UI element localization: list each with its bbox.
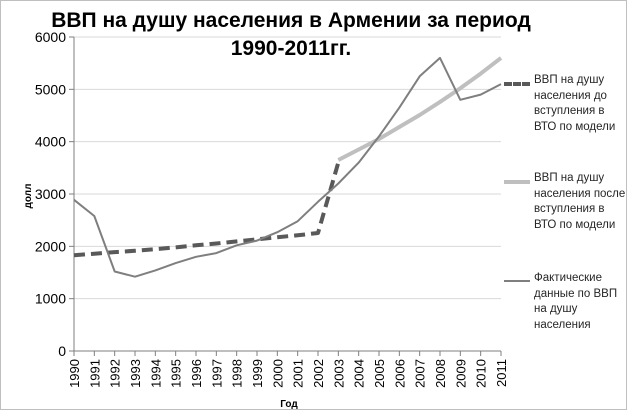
- x-axis-label: Год: [280, 399, 298, 409]
- y-tick-label: 3000: [35, 186, 66, 202]
- legend-label: ВВП на душу населения после вступления в…: [534, 172, 626, 231]
- x-tick-label: 2005: [372, 359, 387, 388]
- x-tick-label: 1994: [148, 359, 163, 388]
- x-tick-label: 1991: [87, 359, 102, 388]
- legend-swatch-dashed: [504, 82, 530, 86]
- legend-label: Фактические данные по ВВП на душу населе…: [534, 272, 618, 331]
- y-axis-label: долл: [23, 184, 34, 209]
- legend-swatch-solid: [504, 280, 530, 282]
- series-layer: [73, 56, 503, 278]
- x-tick-label: 2001: [291, 359, 306, 388]
- y-tick-label: 5000: [35, 81, 66, 97]
- series-line-actual: [73, 56, 502, 278]
- grid-layer: [74, 36, 501, 352]
- x-tick-label: 1996: [189, 359, 204, 388]
- y-tick-label: 0: [58, 343, 66, 359]
- x-tick-label: 1998: [230, 359, 245, 388]
- x-tick-label: 2006: [392, 359, 407, 388]
- x-tick-label: 2011: [494, 359, 509, 387]
- x-tick-label: 2002: [311, 359, 326, 388]
- y-tick-label: 2000: [35, 238, 66, 254]
- x-tick-label: 2010: [474, 359, 489, 388]
- series-line-after-wto: [337, 56, 503, 162]
- x-tick-label: 1995: [169, 359, 184, 388]
- x-tick-label: 2007: [413, 359, 428, 388]
- x-tick-label: 1997: [209, 359, 224, 388]
- y-tick-label: 6000: [35, 29, 66, 45]
- x-tick-label: 1990: [67, 359, 82, 388]
- x-tick-label: 2003: [331, 359, 346, 388]
- x-tick-label: 2008: [433, 359, 448, 388]
- x-tick-label: 2004: [352, 359, 367, 388]
- x-tick-label: 1999: [250, 359, 265, 388]
- legend-swatch-thick: [504, 180, 530, 184]
- x-tick-label: 1992: [108, 359, 123, 388]
- chart-title: ВВП на душу населения в Армении за перио…: [51, 9, 531, 60]
- y-tick-label: 4000: [35, 134, 66, 150]
- x-tick-label: 2000: [270, 359, 285, 388]
- y-tick-label: 1000: [35, 291, 66, 307]
- x-tick-label: 1993: [128, 359, 143, 388]
- x-tick-label: 2009: [453, 359, 468, 388]
- axis-layer: 0 1000 2000 3000 4000 5000 6000 1990 1991 1992 199…: [35, 29, 509, 388]
- series-line-before-wto: [73, 162, 341, 258]
- legend-label: ВВП на душу населения до вступления в ВТ…: [534, 74, 616, 133]
